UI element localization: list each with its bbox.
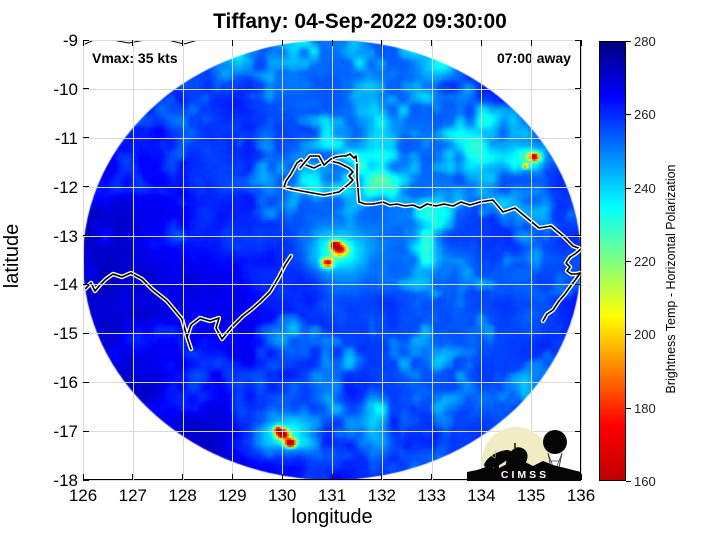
svg-text:CIMSS: CIMSS <box>501 469 549 481</box>
